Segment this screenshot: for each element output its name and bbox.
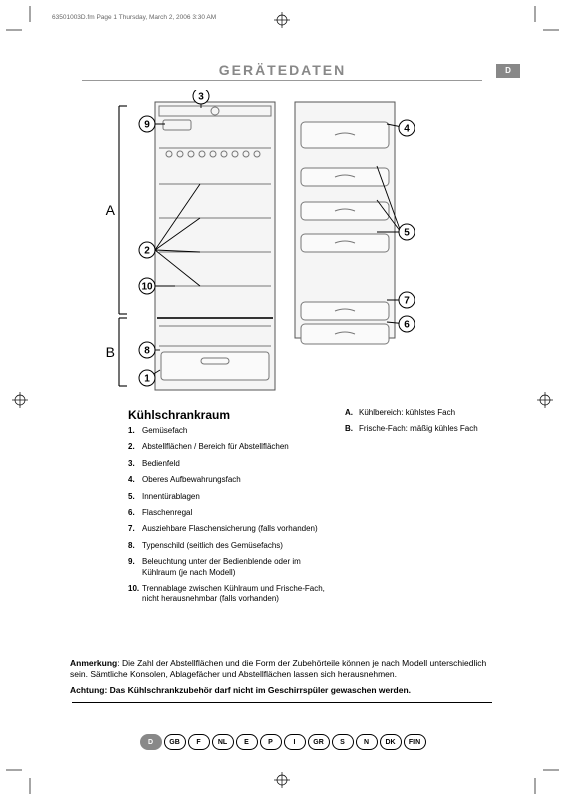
remark-label: Anmerkung [70, 658, 117, 668]
legend-text: Trennablage zwischen Kühlraum und Frisch… [142, 584, 329, 605]
fridge-diagram: A B 1 2 3 4 5 6 7 8 9 10 [105, 90, 415, 395]
legend-num: 9. [128, 557, 142, 567]
legend-num: A. [345, 408, 359, 418]
legend-text: Gemüsefach [142, 426, 329, 436]
legend-num: 2. [128, 442, 142, 452]
lang-pill-f: F [188, 734, 210, 750]
legend-left: 1.Gemüsefach2.Abstellflächen / Bereich f… [128, 426, 333, 611]
svg-text:4: 4 [404, 124, 410, 135]
legend-item: 4.Oberes Aufbewahrungsfach [128, 475, 333, 485]
legend-right: A.Kühlbereich: kühlstes FachB.Frische-Fa… [345, 408, 525, 441]
svg-text:B: B [106, 344, 115, 360]
lang-pill-gb: GB [164, 734, 186, 750]
lang-pill-fin: FIN [404, 734, 426, 750]
note-rule [72, 702, 492, 703]
lang-pill-nl: NL [212, 734, 234, 750]
svg-text:5: 5 [404, 228, 410, 239]
legend-text: Oberes Aufbewahrungsfach [142, 475, 329, 485]
legend-item: 5.Innentürablagen [128, 492, 333, 502]
legend-item: 6.Flaschenregal [128, 508, 333, 518]
legend-item: 7.Ausziehbare Flaschensicherung (falls v… [128, 524, 333, 534]
notes: Anmerkung: Die Zahl der Abstellflächen u… [70, 658, 495, 700]
lang-pill-e: E [236, 734, 258, 750]
title-rule [82, 80, 482, 81]
legend-item: 2.Abstellflächen / Bereich für Abstellfl… [128, 442, 333, 452]
legend-num: 4. [128, 475, 142, 485]
legend-text: Flaschenregal [142, 508, 329, 518]
legend-num: 3. [128, 459, 142, 469]
legend-text: Abstellflächen / Bereich für Abstellfläc… [142, 442, 329, 452]
page-title: GERÄTEDATEN [219, 62, 347, 78]
svg-text:2: 2 [144, 246, 150, 257]
lang-pill-gr: GR [308, 734, 330, 750]
svg-text:A: A [106, 202, 116, 218]
svg-text:1: 1 [144, 374, 150, 385]
legend-num: 5. [128, 492, 142, 502]
svg-text:8: 8 [144, 346, 150, 357]
svg-text:7: 7 [404, 296, 410, 307]
legend-item: A.Kühlbereich: kühlstes Fach [345, 408, 525, 418]
lang-pill-dk: DK [380, 734, 402, 750]
legend-num: 1. [128, 426, 142, 436]
doc-header: 63501003D.fm Page 1 Thursday, March 2, 2… [52, 14, 216, 21]
legend-text: Kühlbereich: kühlstes Fach [359, 408, 521, 418]
legend-item: 3.Bedienfeld [128, 459, 333, 469]
lang-pill-p: P [260, 734, 282, 750]
legend-num: 10. [128, 584, 142, 594]
legend-text: Frische-Fach: mäßig kühles Fach [359, 424, 521, 434]
svg-text:10: 10 [141, 282, 153, 293]
legend-num: 8. [128, 541, 142, 551]
legend-item: B.Frische-Fach: mäßig kühles Fach [345, 424, 525, 434]
page-title-row: GERÄTEDATEN [0, 62, 565, 80]
lang-pill-i: I [284, 734, 306, 750]
lang-badge: D [496, 64, 520, 78]
legend-text: Beleuchtung unter der Bedienblende oder … [142, 557, 329, 578]
legend-text: Bedienfeld [142, 459, 329, 469]
legend-item: 8.Typenschild (seitlich des Gemüsefachs) [128, 541, 333, 551]
legend-item: 9.Beleuchtung unter der Bedienblende ode… [128, 557, 333, 578]
lang-pill-d: D [140, 734, 162, 750]
legend-text: Innentürablagen [142, 492, 329, 502]
svg-text:6: 6 [404, 320, 410, 331]
legend-num: 7. [128, 524, 142, 534]
svg-text:3: 3 [198, 92, 204, 103]
remark-text: : Die Zahl der Abstellflächen und die Fo… [70, 658, 486, 679]
legend-num: 6. [128, 508, 142, 518]
legend-item: 10.Trennablage zwischen Kühlraum und Fri… [128, 584, 333, 605]
svg-text:9: 9 [144, 120, 150, 131]
section-heading: Kühlschrankraum [128, 408, 230, 422]
footer-langs: DGBFNLEPIGRSNDKFIN [0, 734, 565, 750]
legend-item: 1.Gemüsefach [128, 426, 333, 436]
lang-pill-s: S [332, 734, 354, 750]
legend-num: B. [345, 424, 359, 434]
lang-pill-n: N [356, 734, 378, 750]
legend-text: Typenschild (seitlich des Gemüsefachs) [142, 541, 329, 551]
warning-label: Achtung: [70, 685, 110, 695]
legend-text: Ausziehbare Flaschensicherung (falls vor… [142, 524, 329, 534]
warning-text: Das Kühlschrankzubehör darf nicht im Ges… [110, 685, 411, 695]
